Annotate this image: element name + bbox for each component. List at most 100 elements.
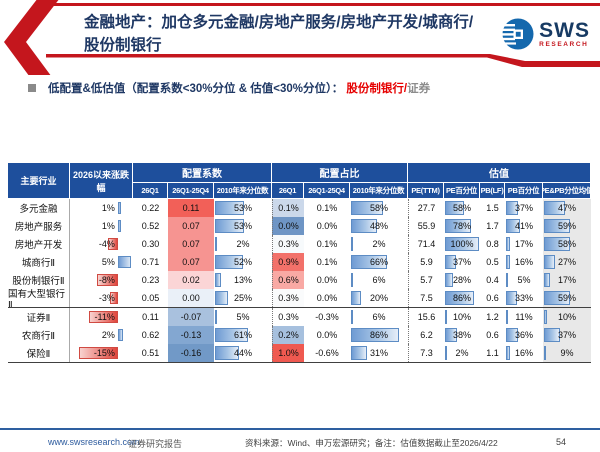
positive-change-bar (117, 202, 121, 214)
alloc_q1-cell: 0.2% (272, 326, 304, 344)
red-chevron-icon (4, 0, 59, 75)
name-cell: 房地产服务 (8, 217, 70, 235)
pe-cell: 15.6 (408, 308, 444, 326)
cfg_pct-cell: 13% (214, 271, 272, 289)
percentile-data-bar (215, 255, 244, 269)
cfg_q1-cell: 0.52 (141, 221, 160, 231)
chg-cell: -4% (70, 235, 133, 253)
cfg_d-cell: 0.07 (168, 253, 214, 271)
pe-cell: 27.7 (408, 199, 444, 217)
percentile-data-bar (506, 273, 508, 287)
col-cfg-delta: 26Q1-25Q4 (168, 183, 214, 199)
website-link[interactable]: www.swsresearch.com (48, 437, 140, 447)
percentile-data-bar (506, 328, 518, 342)
cfg_pct-cell: 25% (214, 289, 272, 307)
col-cfg-percentile: 2010年来分位数 (214, 183, 272, 199)
pb-cell: 0.6 (486, 330, 499, 340)
percentile-data-bar (351, 273, 353, 287)
header-banner: 金融地产：加仓多元金融/房地产服务/房地产开发/城商行/ 股份制银行 SWS R… (0, 0, 600, 75)
key-point-line: 低配置&低估值（配置系数<30%分位 & 估值<30%分位）： 股份制银行/证券 (28, 80, 430, 96)
percentile-data-bar (215, 291, 228, 305)
pb_pct-cell: 5% (505, 271, 543, 289)
col-pb-lf: PB(LF) (480, 183, 505, 199)
percentile-data-bar (445, 237, 479, 251)
pb_pct-cell: 36% (505, 326, 543, 344)
pe-cell: 71.4 (408, 235, 444, 253)
percentile-data-bar (544, 201, 565, 215)
percentile-data-bar (445, 201, 464, 215)
pb-cell: 0.5 (486, 257, 499, 267)
table-row: 农商行Ⅱ 2% 0.62 -0.13 61% 0.2% 0.0% 86% 6.2 38% 0.6 36… (8, 326, 591, 344)
cfg_pct-cell: 53% (214, 199, 272, 217)
negative-change-bar (78, 347, 118, 359)
avg-cell: 47% (543, 199, 591, 217)
square-bullet-icon (28, 84, 36, 92)
percentile-data-bar (506, 219, 520, 233)
pb-cell: 1.2 (486, 312, 499, 322)
percentile-data-bar (544, 310, 547, 324)
col-industry: 主要行业 (8, 163, 70, 199)
percentile-data-bar (544, 237, 570, 251)
pe_pct-cell: 37% (444, 253, 480, 271)
report-type-label: 证券研究报告 (128, 439, 183, 449)
col-alloc-26q1: 26Q1 (272, 183, 304, 199)
pe_pct-cell: 58% (444, 199, 480, 217)
percentile-data-bar (445, 255, 457, 269)
name-cell: 保险Ⅱ (8, 344, 70, 362)
percentile-data-bar (215, 346, 239, 360)
data-source-note: 资料来源：Wind、申万宏源研究；备注：估值数据截止至2026/4/22 (245, 438, 498, 448)
cfg_q1-cell: 0.62 (141, 330, 160, 340)
cfg_d-cell: -0.13 (168, 326, 214, 344)
cfg_pct-cell: 2% (214, 235, 272, 253)
alloc_pct-cell: 6% (350, 308, 408, 326)
sws-research-label: RESEARCH (539, 40, 589, 48)
table-row: 房地产开发 -4% 0.30 0.07 2% 0.3% 0.1% 2% 71.4 100% 0.8 1… (8, 235, 591, 253)
pb-cell: 1.7 (486, 221, 499, 231)
table-row: 保险Ⅱ -15% 0.51 -0.16 44% 1.0% -0.6% 31% 7.3 2% 1.1 1… (8, 344, 591, 362)
alloc_pct-cell: 58% (350, 199, 408, 217)
percentile-data-bar (445, 328, 457, 342)
cfg_d-cell: -0.07 (168, 308, 214, 326)
page-number: 54 (555, 437, 566, 447)
cfg_pct-cell: 5% (214, 308, 272, 326)
percentile-data-bar (445, 310, 447, 324)
cfg_d-cell: 0.11 (168, 199, 214, 217)
percentile-data-bar (215, 310, 217, 324)
pb-cell: 0.8 (486, 239, 499, 249)
key-point-text: 低配置&低估值（配置系数<30%分位 & 估值<30%分位）： 股份制银行/证券 (48, 80, 430, 96)
chg-cell: -15% (70, 344, 133, 362)
percentile-data-bar (506, 291, 517, 305)
alloc_pct-cell: 48% (350, 217, 408, 235)
percentile-data-bar (215, 328, 249, 342)
cfg_q1-cell: 0.05 (141, 293, 160, 303)
percentile-data-bar (506, 237, 511, 251)
name-cell: 国有大型银行Ⅱ (8, 289, 70, 307)
percentile-data-bar (351, 291, 361, 305)
name-cell: 证券Ⅱ (8, 308, 70, 326)
cfg_d-cell: -0.16 (168, 344, 214, 362)
table-row: 城商行Ⅱ 5% 0.71 0.07 52% 0.9% 0.1% 66% 5.9 37% 0.5 16%… (8, 253, 591, 271)
alloc_d-cell: 0.0% (316, 221, 338, 231)
pe_pct-cell: 78% (444, 217, 480, 235)
pb_pct-cell: 16% (505, 253, 543, 271)
cfg_d-cell: 0.00 (168, 289, 214, 307)
pe_pct-cell: 100% (444, 235, 480, 253)
percentile-data-bar (215, 219, 244, 233)
cfg_q1-cell: 0.51 (141, 348, 160, 358)
alloc_pct-cell: 6% (350, 271, 408, 289)
col-cfg-26q1: 26Q1 (133, 183, 168, 199)
pe-cell: 5.9 (408, 253, 444, 271)
percentile-data-bar (351, 328, 399, 342)
cfg_q1-cell: 0.30 (141, 239, 160, 249)
chg-cell: 1% (70, 199, 133, 217)
name-cell: 股份制银行Ⅱ (8, 271, 70, 289)
table-row: 房地产服务 1% 0.52 0.07 53% 0.0% 0.0% 48% 55.9 78% 1.7 4… (8, 217, 591, 235)
percentile-data-bar (445, 346, 447, 360)
sws-wordmark: SWS (539, 18, 590, 42)
alloc_q1-cell: 0.3% (272, 289, 304, 307)
avg-cell: 10% (543, 308, 591, 326)
cfg_q1-cell: 0.11 (142, 312, 159, 322)
chg-cell: 2% (70, 326, 133, 344)
pe-cell: 55.9 (408, 217, 444, 235)
col-alloc-delta: 26Q1-25Q4 (304, 183, 350, 199)
